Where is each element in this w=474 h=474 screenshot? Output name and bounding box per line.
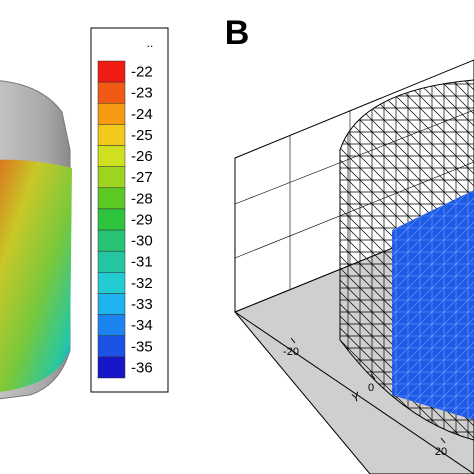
- color-swatch: [97, 293, 126, 315]
- colorbar-label: -28: [131, 190, 153, 207]
- color-swatch: [97, 356, 126, 379]
- color-swatch: [97, 250, 126, 273]
- color-swatch: [97, 272, 126, 294]
- color-swatch: [97, 145, 126, 167]
- color-swatch: [97, 103, 126, 125]
- colorbar-label: -24: [131, 106, 153, 123]
- color-swatch: [97, 314, 126, 336]
- colorbar-label: -25: [131, 127, 153, 144]
- colorbar-label: -35: [131, 338, 153, 355]
- tick-label: -20: [283, 346, 299, 358]
- tick-mark: [440, 437, 446, 444]
- color-swatch: [97, 229, 126, 252]
- color-swatch: [97, 335, 126, 358]
- tick-label: 20: [435, 446, 447, 458]
- colorbar-label: -29: [131, 211, 153, 228]
- colorbar-label: -33: [131, 296, 153, 313]
- tick-mark: [370, 373, 376, 380]
- color-swatch: [97, 124, 126, 146]
- colorbar-label: -23: [131, 85, 153, 102]
- colorbar-label: -30: [131, 233, 153, 250]
- left-render: [0, 80, 72, 400]
- panel-label: B: [225, 14, 250, 52]
- right-render: [234, 59, 474, 474]
- colorbar-title: ..: [147, 36, 154, 50]
- colorbar-label: -26: [131, 148, 153, 165]
- colorbar-label: -27: [131, 169, 153, 186]
- tick-label: 0: [368, 382, 374, 394]
- tick-mark: [290, 337, 296, 344]
- y-axis: -20 0 20: [283, 337, 447, 458]
- colorbar-label: -36: [131, 359, 153, 376]
- color-swatch: [97, 187, 126, 210]
- colorbar-label: -32: [131, 275, 153, 292]
- color-swatch: [97, 81, 126, 104]
- color-swatch: [97, 60, 126, 83]
- colorbar-label: -34: [131, 317, 153, 334]
- colorbar: -22 -23 -24 -25 -26 -27 -28 -29 -30 -31 -32 -33 -34 -…: [97, 60, 153, 379]
- color-swatch: [97, 208, 126, 231]
- colorbar-label: -31: [131, 254, 153, 271]
- color-swatch: [97, 166, 126, 189]
- colorbar-label: -22: [131, 64, 153, 81]
